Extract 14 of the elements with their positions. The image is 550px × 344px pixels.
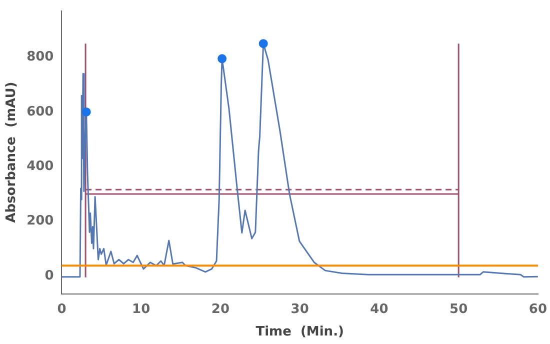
x-tick-label: 60 xyxy=(528,302,547,317)
y-tick-label: 800 xyxy=(26,50,54,65)
x-tick-label: 40 xyxy=(370,302,388,317)
x-tick-label: 0 xyxy=(57,302,66,317)
x-tick-label: 20 xyxy=(211,302,230,317)
y-tick-label: 200 xyxy=(26,214,54,229)
y-tick-label: 0 xyxy=(44,268,54,284)
y-tick-label: 600 xyxy=(26,104,54,120)
y-axis-title: Absorbance (mAU) xyxy=(4,82,20,223)
x-axis-title: Time (Min.) xyxy=(256,324,344,340)
y-tick-label: 400 xyxy=(26,159,54,174)
x-tick-label: 50 xyxy=(450,302,468,317)
x-tick-label: 30 xyxy=(290,302,309,317)
x-tick-label: 10 xyxy=(132,302,150,317)
